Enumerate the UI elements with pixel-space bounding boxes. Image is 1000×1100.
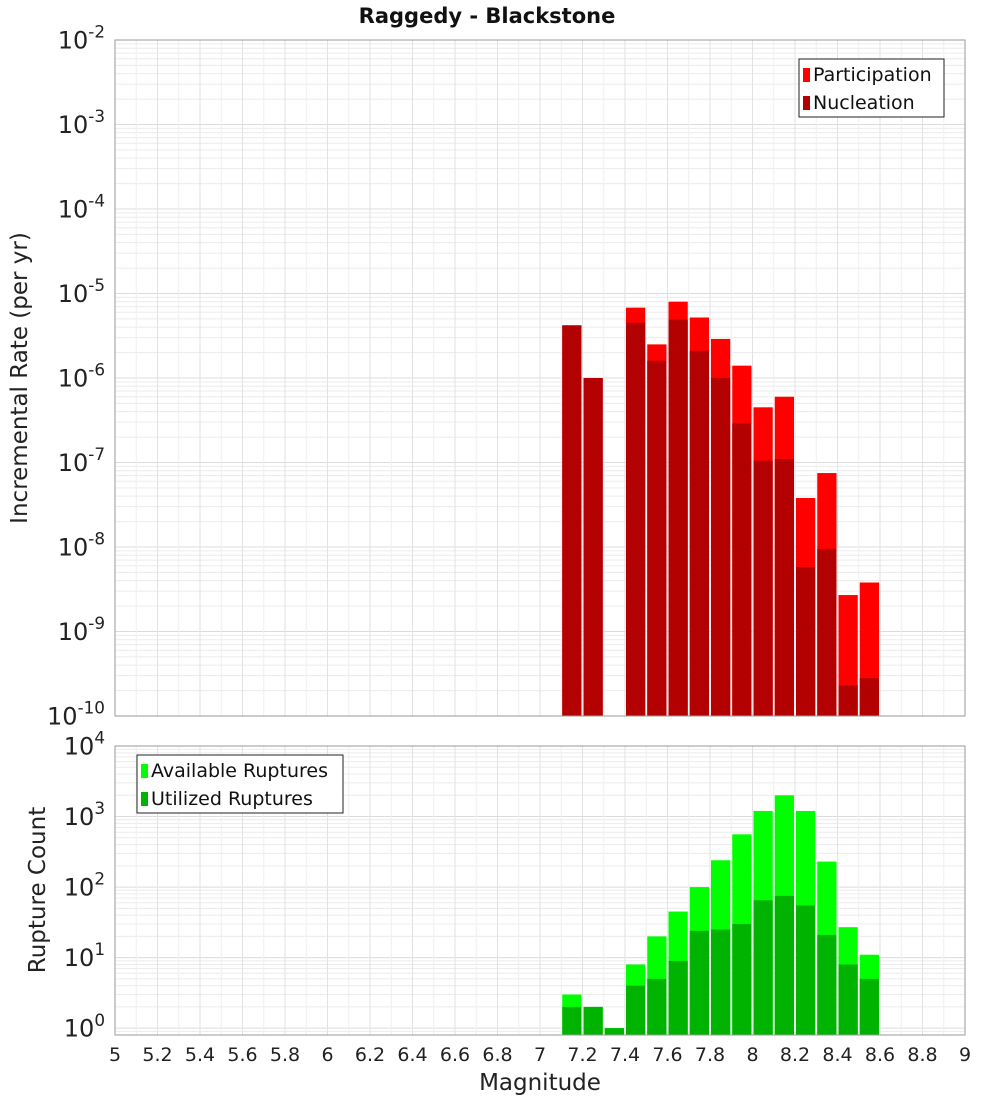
bar-utilized-ruptures: [647, 978, 667, 1035]
y-tick-label: 10-4: [58, 191, 105, 224]
bar-nucleation: [838, 685, 858, 716]
x-tick-label: 7: [534, 1044, 546, 1066]
y-tick-label: 10-7: [58, 444, 105, 477]
legend-swatch: [141, 764, 148, 778]
bar-nucleation: [774, 459, 794, 716]
y-tick-label: 10-2: [58, 22, 105, 55]
x-tick-label: 9: [959, 1044, 971, 1066]
x-tick-label: 5: [109, 1044, 121, 1066]
bar-nucleation: [796, 566, 816, 716]
x-tick-label: 5.6: [227, 1044, 257, 1066]
x-tick-label: 8.4: [822, 1044, 852, 1066]
bar-utilized-ruptures: [753, 900, 773, 1035]
legend-label: Utilized Ruptures: [151, 788, 313, 810]
legend-swatch: [141, 792, 148, 806]
bar-nucleation: [711, 378, 731, 716]
y-tick-label: 10-3: [58, 106, 105, 139]
x-tick-label: 6.6: [440, 1044, 470, 1066]
bar-nucleation: [583, 378, 603, 716]
y-tick-label: 10-8: [58, 529, 105, 562]
x-tick-label: 8.2: [780, 1044, 810, 1066]
x-tick-label: 6: [321, 1044, 333, 1066]
bar-utilized-ruptures: [732, 923, 752, 1035]
bar-utilized-ruptures: [583, 1006, 603, 1035]
bar-nucleation: [689, 350, 709, 716]
bar-utilized-ruptures: [859, 978, 879, 1035]
x-tick-label: 7.8: [695, 1044, 725, 1066]
y-tick-label: 104: [64, 728, 105, 761]
legend-box: [136, 754, 344, 814]
bar-nucleation: [562, 325, 582, 716]
y-tick-label: 100: [64, 1010, 105, 1043]
legend-swatch: [803, 96, 810, 110]
x-tick-label: 7.2: [567, 1044, 597, 1066]
legend-box: [798, 58, 945, 118]
bar-utilized-ruptures: [817, 934, 837, 1035]
bar-utilized-ruptures: [562, 1006, 582, 1035]
plot-border: [114, 39, 966, 717]
x-tick-label: 8.6: [865, 1044, 895, 1066]
bar-nucleation: [859, 678, 879, 716]
legend-label: Available Ruptures: [151, 760, 328, 782]
legend-swatch: [803, 68, 810, 82]
y-tick-label: 10-5: [58, 275, 105, 308]
x-tick-label: 7.4: [610, 1044, 640, 1066]
x-tick-label: 5.8: [270, 1044, 300, 1066]
x-tick-label: 8.8: [907, 1044, 937, 1066]
plot-border: [114, 745, 966, 1036]
top-y-axis-label: Incremental Rate (per yr): [7, 232, 33, 524]
legend-label: Participation: [813, 64, 932, 86]
y-tick-label: 10-9: [58, 613, 105, 646]
x-tick-label: 6.4: [397, 1044, 427, 1066]
legend-label: Nucleation: [813, 92, 915, 114]
bar-nucleation: [647, 360, 667, 716]
bar-utilized-ruptures: [626, 985, 646, 1035]
bar-nucleation: [626, 322, 646, 716]
bar-utilized-ruptures: [604, 1028, 624, 1035]
bar-utilized-ruptures: [668, 960, 688, 1035]
bar-nucleation: [732, 423, 752, 716]
chart-title: Raggedy - Blackstone: [359, 4, 616, 28]
bar-nucleation: [753, 460, 773, 716]
bar-utilized-ruptures: [838, 964, 858, 1035]
x-tick-label: 8: [746, 1044, 758, 1066]
legend: Available Ruptures Utilized Ruptures: [136, 754, 344, 814]
y-tick-label: 102: [64, 869, 105, 902]
x-tick-label: 6.2: [355, 1044, 385, 1066]
bar-utilized-ruptures: [711, 929, 731, 1035]
bar-utilized-ruptures: [689, 930, 709, 1035]
y-tick-label: 10-6: [58, 360, 105, 393]
x-tick-label: 6.8: [482, 1044, 512, 1066]
y-tick-label: 10-10: [47, 698, 105, 731]
bar-utilized-ruptures: [796, 905, 816, 1035]
legend: Participation Nucleation: [798, 58, 945, 118]
bar-utilized-ruptures: [774, 895, 794, 1035]
bar-nucleation: [817, 548, 837, 716]
x-tick-label: 5.2: [142, 1044, 172, 1066]
y-tick-label: 103: [64, 798, 105, 831]
x-tick-label: 5.4: [185, 1044, 215, 1066]
x-tick-label: 7.6: [652, 1044, 682, 1066]
x-axis-label: Magnitude: [479, 1070, 601, 1096]
bottom-y-axis-label: Rupture Count: [25, 807, 51, 973]
y-tick-label: 101: [64, 939, 105, 972]
bar-nucleation: [668, 319, 688, 716]
